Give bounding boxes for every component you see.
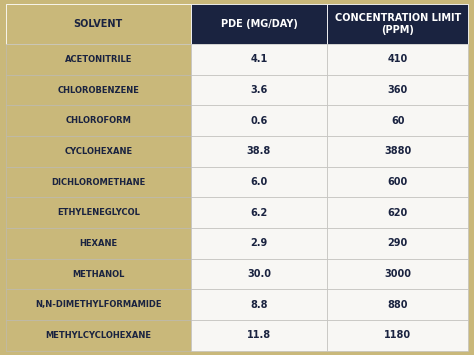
Bar <box>191 4 327 44</box>
Bar <box>191 44 327 75</box>
Text: 11.8: 11.8 <box>247 331 271 340</box>
Text: 4.1: 4.1 <box>250 54 268 65</box>
Bar <box>191 289 327 320</box>
Bar <box>191 167 327 197</box>
Text: 8.8: 8.8 <box>250 300 268 310</box>
Text: CHLOROFORM: CHLOROFORM <box>65 116 131 125</box>
Text: 2.9: 2.9 <box>250 239 268 248</box>
Text: 620: 620 <box>388 208 408 218</box>
Text: 30.0: 30.0 <box>247 269 271 279</box>
Bar <box>6 136 191 167</box>
Text: 600: 600 <box>388 177 408 187</box>
Bar <box>6 197 191 228</box>
Bar <box>6 4 191 44</box>
Text: ACETONITRILE: ACETONITRILE <box>64 55 132 64</box>
Bar <box>6 75 191 105</box>
Bar <box>327 44 468 75</box>
Text: 290: 290 <box>388 239 408 248</box>
Text: 360: 360 <box>388 85 408 95</box>
Bar <box>327 75 468 105</box>
Text: 1180: 1180 <box>384 331 411 340</box>
Bar <box>327 228 468 259</box>
Bar <box>6 259 191 289</box>
Bar <box>327 320 468 351</box>
Text: METHYLCYCLOHEXANE: METHYLCYCLOHEXANE <box>45 331 151 340</box>
Text: 6.0: 6.0 <box>250 177 268 187</box>
Bar <box>191 105 327 136</box>
Text: PDE (MG/DAY): PDE (MG/DAY) <box>220 19 297 29</box>
Bar <box>191 259 327 289</box>
Text: N,N-DIMETHYLFORMAMIDE: N,N-DIMETHYLFORMAMIDE <box>35 300 162 309</box>
Bar <box>191 197 327 228</box>
Bar <box>327 197 468 228</box>
Bar <box>191 136 327 167</box>
Bar <box>191 320 327 351</box>
Bar <box>327 289 468 320</box>
Text: 410: 410 <box>388 54 408 65</box>
Bar <box>6 289 191 320</box>
Text: 0.6: 0.6 <box>250 116 268 126</box>
Text: ETHYLENEGLYCOL: ETHYLENEGLYCOL <box>57 208 140 217</box>
Bar <box>6 105 191 136</box>
Bar <box>6 167 191 197</box>
Bar <box>327 4 468 44</box>
Bar <box>6 320 191 351</box>
Text: CYCLOHEXANE: CYCLOHEXANE <box>64 147 132 156</box>
Bar <box>6 228 191 259</box>
Text: 880: 880 <box>388 300 408 310</box>
Text: HEXANE: HEXANE <box>79 239 117 248</box>
Text: 38.8: 38.8 <box>247 146 271 157</box>
Text: 60: 60 <box>391 116 404 126</box>
Text: DICHLOROMETHANE: DICHLOROMETHANE <box>51 178 146 187</box>
Text: 3.6: 3.6 <box>250 85 268 95</box>
Bar <box>327 105 468 136</box>
Bar <box>327 259 468 289</box>
Text: SOLVENT: SOLVENT <box>73 19 123 29</box>
Text: CONCENTRATION LIMIT
(PPM): CONCENTRATION LIMIT (PPM) <box>335 13 461 36</box>
Bar <box>6 44 191 75</box>
Text: 3000: 3000 <box>384 269 411 279</box>
Text: METHANOL: METHANOL <box>72 269 124 279</box>
Bar <box>191 228 327 259</box>
Text: CHLOROBENZENE: CHLOROBENZENE <box>57 86 139 94</box>
Text: 3880: 3880 <box>384 146 411 157</box>
Bar <box>327 136 468 167</box>
Text: 6.2: 6.2 <box>250 208 268 218</box>
Bar <box>191 75 327 105</box>
Bar <box>327 167 468 197</box>
